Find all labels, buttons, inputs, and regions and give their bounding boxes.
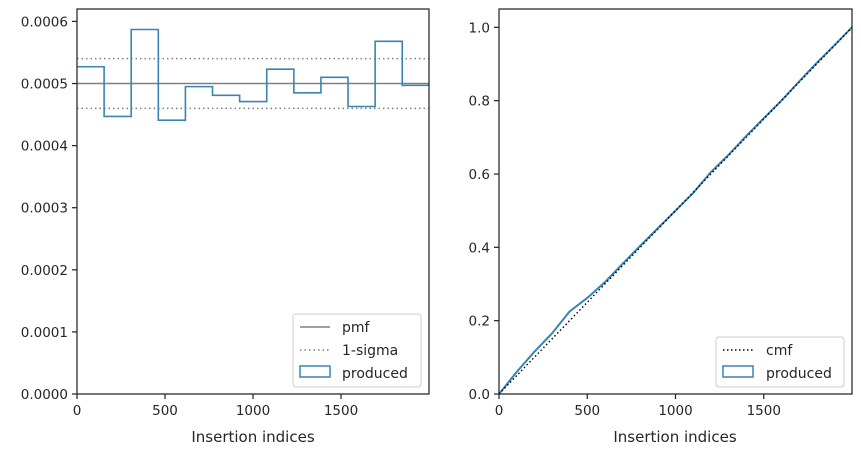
legend-produced-swatch <box>299 365 331 378</box>
cmf-ticks: 0 500 1000 1500 0.0 0.2 0.4 0.6 0.8 1.0 <box>469 20 781 419</box>
produced-point-2 <box>533 351 535 353</box>
produced-point-8 <box>639 245 641 247</box>
x-tick-label-1-3: 1500 <box>747 403 781 419</box>
histogram-panel: 0 500 1000 1500 0.0000 0.0001 0.0002 0.0003 0.00… <box>21 8 430 446</box>
produced-point-10 <box>674 210 677 212</box>
x-tick-label-0-3: 1500 <box>324 403 358 419</box>
legend-pmf-label: pmf <box>342 320 371 336</box>
produced-point-18 <box>816 62 818 64</box>
produced-point-11 <box>692 192 694 194</box>
produced-point-7 <box>621 263 624 265</box>
y-tick-label-1-3: 0.6 <box>469 167 490 183</box>
produced-point-9 <box>657 227 659 229</box>
y-tick-label-0-3: 0.0003 <box>21 201 68 217</box>
produced-point-15 <box>763 117 765 119</box>
histogram-legend-box <box>292 313 422 388</box>
produced-point-12 <box>710 171 712 173</box>
cmf-xlabel: Insertion indices <box>613 428 736 446</box>
x-tick-label-0-1: 500 <box>152 403 178 419</box>
y-tick-label-1-0: 0.0 <box>469 387 490 403</box>
produced-point-6 <box>604 281 606 283</box>
y-tick-label-1-1: 0.2 <box>469 314 490 330</box>
legend-cmf-produced-swatch <box>722 365 754 378</box>
histogram-xlabel: Insertion indices <box>191 428 314 446</box>
histogram-marks <box>77 28 429 121</box>
cmf-panel: 0 500 1000 1500 0.0 0.2 0.4 0.6 0.8 1.0 Insertion… <box>469 8 853 446</box>
produced-step-line <box>77 28 429 121</box>
produced-point-14 <box>745 135 747 137</box>
y-tick-label-0-6: 0.0006 <box>21 14 68 30</box>
histogram-legend: pmf 1-sigma produced <box>292 313 422 388</box>
cmf-reference-line <box>498 26 853 395</box>
y-tick-label-1-2: 0.4 <box>469 240 490 256</box>
produced-point-3 <box>551 332 553 335</box>
produced-point-5 <box>586 297 588 299</box>
y-tick-label-0-4: 0.0004 <box>21 139 68 155</box>
cmf-legend: cmf produced <box>715 336 845 388</box>
legend-sigma-label: 1-sigma <box>342 343 398 359</box>
y-tick-label-1-5: 1.0 <box>469 20 490 36</box>
produced-point-13 <box>727 154 730 156</box>
x-tick-label-1-2: 1000 <box>658 403 692 419</box>
legend-cmf-label: cmf <box>766 343 793 359</box>
produced-point-19 <box>833 44 835 46</box>
y-tick-label-1-4: 0.8 <box>469 94 490 110</box>
y-tick-label-0-2: 0.0002 <box>21 263 68 279</box>
produced-point-4 <box>569 310 571 313</box>
produced-point-1 <box>516 371 518 373</box>
histogram-ticks: 0 500 1000 1500 0.0000 0.0001 0.0002 0.0003 0.00… <box>21 14 358 419</box>
produced-point-17 <box>798 81 800 83</box>
y-tick-label-0-1: 0.0001 <box>21 325 68 341</box>
x-tick-label-1-0: 0 <box>495 403 504 419</box>
legend-produced-label: produced <box>342 366 408 382</box>
y-tick-label-0-0: 0.0000 <box>21 387 68 403</box>
legend-cmf-produced-label: produced <box>766 366 832 382</box>
x-tick-label-0-2: 1000 <box>236 403 270 419</box>
produced-point-16 <box>780 100 783 102</box>
x-tick-label-1-1: 500 <box>574 403 600 419</box>
y-tick-label-0-5: 0.0005 <box>21 77 68 93</box>
cmf-axes-frame <box>498 8 853 395</box>
x-tick-label-0-0: 0 <box>73 403 82 419</box>
